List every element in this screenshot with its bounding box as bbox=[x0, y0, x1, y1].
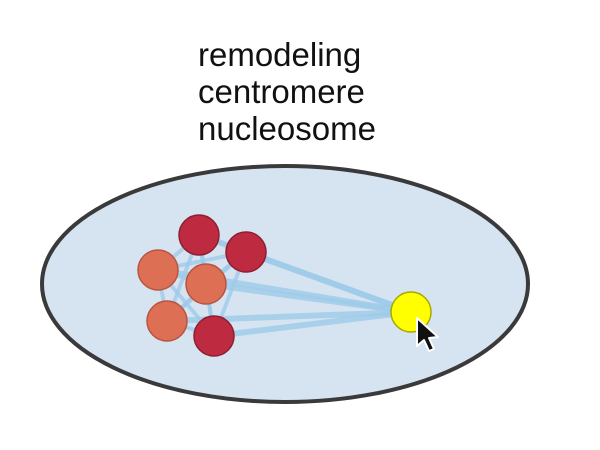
node-6[interactable] bbox=[193, 315, 235, 357]
node-1[interactable] bbox=[178, 214, 220, 256]
cursor-arrow-icon bbox=[416, 317, 439, 352]
term-label-remodeling: remodeling bbox=[198, 36, 362, 73]
term-label-nucleosome: nucleosome bbox=[198, 110, 376, 147]
edge-hub-4 bbox=[203, 281, 414, 315]
node-4[interactable] bbox=[185, 263, 227, 305]
edge-hub-2 bbox=[243, 249, 414, 315]
node-5[interactable] bbox=[146, 300, 188, 342]
node-2[interactable] bbox=[225, 231, 267, 273]
cell-ellipse bbox=[40, 164, 530, 404]
edge-hub-6 bbox=[211, 309, 414, 339]
term-label-centromere: centromere bbox=[198, 73, 365, 110]
node-3[interactable] bbox=[137, 249, 179, 291]
term-label-list: remodeling centromere nucleosome bbox=[198, 36, 376, 147]
